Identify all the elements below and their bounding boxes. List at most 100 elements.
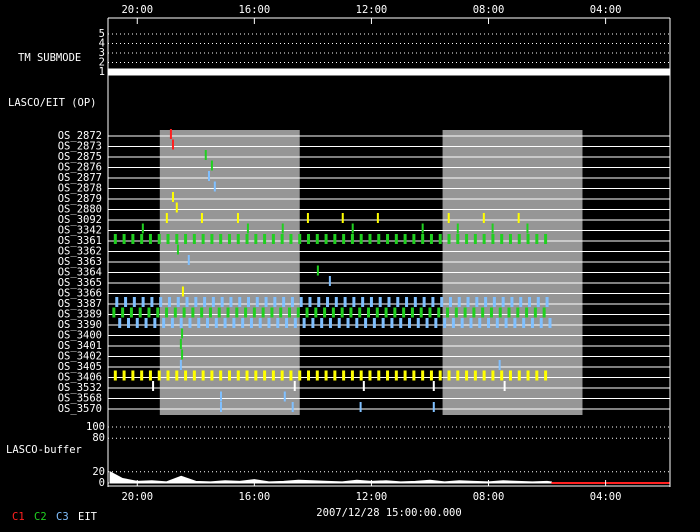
event xyxy=(246,223,249,234)
event xyxy=(432,381,435,391)
event xyxy=(192,370,196,381)
event xyxy=(396,297,400,307)
event xyxy=(175,234,179,244)
event xyxy=(276,318,280,328)
event xyxy=(236,213,239,223)
event xyxy=(501,297,505,307)
y-tick-label: 4 xyxy=(99,38,105,50)
event xyxy=(500,370,504,381)
event xyxy=(273,297,277,307)
y-tick-label: 100 xyxy=(86,421,105,433)
event xyxy=(122,370,126,381)
row-label: OS_2880 xyxy=(58,204,102,216)
y-tick-label: 2 xyxy=(99,57,105,69)
event xyxy=(431,297,435,307)
event xyxy=(181,328,184,339)
event xyxy=(238,297,242,307)
event xyxy=(194,297,198,307)
event xyxy=(466,297,470,307)
event xyxy=(390,318,394,328)
event xyxy=(526,223,529,234)
event xyxy=(235,307,239,318)
event xyxy=(448,297,452,307)
event xyxy=(249,318,253,328)
event xyxy=(181,286,184,297)
y-tick-label: 5 xyxy=(99,28,105,40)
event xyxy=(264,297,268,307)
row-label: OS_2872 xyxy=(58,130,102,142)
event xyxy=(214,318,218,328)
event xyxy=(320,318,324,328)
event xyxy=(535,234,539,244)
y-tick-label: 0 xyxy=(99,477,105,489)
event xyxy=(219,402,222,412)
event xyxy=(187,255,190,265)
x-tick-label: 12:00 xyxy=(356,4,388,16)
event xyxy=(491,223,494,234)
event xyxy=(432,402,435,412)
event xyxy=(337,318,341,328)
event xyxy=(141,297,145,307)
x-tick-label: 04:00 xyxy=(590,491,622,503)
event xyxy=(306,213,309,223)
event xyxy=(343,297,347,307)
row-label: OS_3363 xyxy=(58,256,102,268)
event xyxy=(536,297,540,307)
event xyxy=(185,297,189,307)
y-tick-label: 3 xyxy=(99,47,105,59)
event xyxy=(484,297,488,307)
x-tick-label: 20:00 xyxy=(121,4,153,16)
event xyxy=(533,307,537,318)
event xyxy=(341,213,344,223)
event xyxy=(165,307,169,318)
event xyxy=(113,234,117,244)
event xyxy=(482,213,485,223)
event xyxy=(500,234,504,244)
event xyxy=(201,234,205,244)
event xyxy=(115,297,119,307)
event xyxy=(503,381,506,391)
event xyxy=(148,234,152,244)
event xyxy=(498,307,502,318)
event xyxy=(291,402,294,412)
event xyxy=(475,297,479,307)
event xyxy=(340,307,344,318)
event xyxy=(314,307,318,318)
event xyxy=(227,234,231,244)
event xyxy=(132,297,136,307)
row-label: OS_3361 xyxy=(58,235,102,247)
event xyxy=(517,370,521,381)
event xyxy=(170,318,174,328)
event xyxy=(364,318,368,328)
x-tick-label: 20:00 xyxy=(121,491,153,503)
x-tick-label: 16:00 xyxy=(239,4,271,16)
row-label: OS_3570 xyxy=(58,403,102,415)
event xyxy=(171,192,174,202)
event xyxy=(245,370,249,381)
event xyxy=(508,370,512,381)
event xyxy=(421,223,424,234)
row-label: OS_3405 xyxy=(58,361,102,373)
event xyxy=(280,370,284,381)
event xyxy=(456,234,460,244)
y-tick-label: 80 xyxy=(92,432,105,444)
event xyxy=(482,234,486,244)
event xyxy=(271,370,275,381)
event xyxy=(282,297,286,307)
event xyxy=(129,307,133,318)
event xyxy=(213,181,216,192)
event xyxy=(281,223,284,234)
event xyxy=(271,234,275,244)
event xyxy=(429,370,433,381)
event xyxy=(176,297,180,307)
event xyxy=(131,370,135,381)
event xyxy=(469,318,473,328)
event xyxy=(283,391,286,402)
event xyxy=(171,139,174,150)
event xyxy=(421,234,425,244)
event xyxy=(217,307,221,318)
row-label: OS_3365 xyxy=(58,277,102,289)
event xyxy=(456,370,460,381)
